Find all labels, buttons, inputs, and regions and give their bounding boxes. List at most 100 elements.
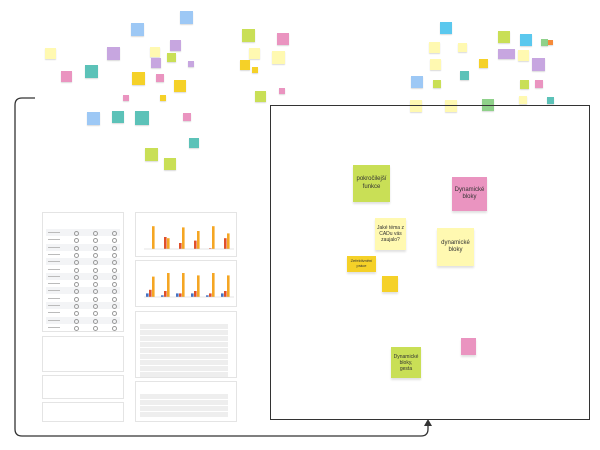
sticky-note[interactable] [252, 67, 258, 73]
sticky-note[interactable] [156, 74, 164, 82]
radio-button[interactable] [74, 325, 79, 331]
radio-button[interactable] [74, 289, 79, 295]
radio-button[interactable] [112, 325, 117, 331]
sticky-note[interactable] [458, 43, 467, 52]
sticky-note[interactable] [164, 158, 176, 170]
radio-button[interactable] [112, 304, 117, 309]
sticky-note-zefektivneni-prace[interactable]: Zefektivnění práce [347, 256, 376, 272]
radio-button[interactable] [112, 245, 117, 251]
sticky-note[interactable] [430, 59, 441, 70]
sticky-note[interactable] [541, 39, 548, 46]
sticky-note[interactable] [174, 80, 186, 92]
sticky-note[interactable] [429, 42, 440, 53]
radio-button[interactable] [74, 245, 79, 251]
sticky-note[interactable] [135, 111, 149, 125]
sticky-note-dynamicke-bloky-pink[interactable]: Dynamické bloky [452, 177, 487, 211]
sticky-note[interactable] [520, 80, 529, 89]
sticky-note[interactable] [411, 76, 423, 88]
sticky-note[interactable] [519, 96, 527, 104]
sticky-note[interactable] [547, 97, 554, 104]
radio-button[interactable] [112, 289, 117, 295]
radio-button[interactable] [74, 318, 79, 324]
radio-button[interactable] [74, 260, 79, 266]
sticky-note[interactable] [498, 49, 515, 59]
radio-button[interactable] [93, 325, 98, 331]
sticky-note[interactable] [518, 50, 529, 61]
sticky-note[interactable] [272, 51, 285, 64]
sticky-note-dynamicke-bloky-gesta[interactable]: Dynamické bloky, gesta [391, 347, 421, 378]
radio-button[interactable] [93, 245, 98, 251]
sticky-note[interactable] [183, 113, 191, 121]
sticky-note[interactable] [151, 58, 161, 68]
sticky-note[interactable] [61, 71, 72, 82]
sticky-note[interactable] [167, 53, 176, 62]
sticky-note[interactable] [277, 33, 289, 45]
radio-button[interactable] [74, 304, 79, 309]
radio-button[interactable] [74, 252, 79, 258]
radio-button[interactable] [74, 238, 79, 244]
radio-button[interactable] [112, 274, 117, 280]
sticky-note[interactable] [189, 138, 199, 148]
sticky-note[interactable] [242, 29, 255, 42]
radio-button[interactable] [112, 282, 117, 288]
radio-button[interactable] [74, 267, 79, 273]
sticky-note[interactable] [440, 22, 452, 34]
sticky-note[interactable] [131, 23, 144, 36]
sticky-note-dynamicke-bloky-yellow[interactable]: dynamické bloky [437, 228, 474, 266]
radio-button[interactable] [112, 252, 117, 258]
sticky-note[interactable] [45, 48, 56, 59]
sticky-note[interactable] [112, 111, 124, 123]
sticky-note-question[interactable]: Jaké téma z CADu vás zaujalo? [375, 218, 406, 250]
sticky-note[interactable] [123, 95, 129, 101]
sticky-note[interactable] [188, 61, 194, 67]
sticky-note[interactable] [132, 72, 145, 85]
radio-button[interactable] [112, 231, 117, 236]
sticky-note[interactable] [433, 80, 441, 88]
radio-button[interactable] [93, 252, 98, 258]
radio-button[interactable] [93, 318, 98, 324]
sticky-note[interactable] [145, 148, 158, 161]
sticky-note[interactable] [150, 47, 160, 57]
sticky-note[interactable] [249, 48, 260, 59]
radio-button[interactable] [74, 296, 79, 302]
sticky-note[interactable] [548, 40, 553, 45]
radio-button[interactable] [74, 311, 79, 317]
sticky-note[interactable] [460, 71, 469, 80]
radio-button[interactable] [93, 289, 98, 295]
radio-button[interactable] [74, 274, 79, 280]
radio-button[interactable] [93, 238, 98, 244]
board-frame[interactable] [270, 105, 590, 420]
radio-button[interactable] [93, 304, 98, 309]
sticky-note[interactable] [520, 34, 532, 46]
radio-button[interactable] [93, 274, 98, 280]
radio-button[interactable] [74, 231, 79, 236]
radio-button[interactable] [93, 282, 98, 288]
sticky-note[interactable] [170, 40, 181, 51]
sticky-note[interactable] [107, 47, 120, 60]
sticky-note-pokrocilejsi-funkce[interactable]: pokročilejší funkce [353, 165, 390, 202]
sticky-note[interactable] [85, 65, 98, 78]
radio-button[interactable] [93, 267, 98, 273]
radio-button[interactable] [93, 231, 98, 236]
sticky-note[interactable] [180, 11, 193, 24]
radio-button[interactable] [93, 296, 98, 302]
radio-button[interactable] [112, 296, 117, 302]
sticky-note-small-pink[interactable] [461, 338, 476, 355]
sticky-note[interactable] [410, 100, 422, 112]
sticky-note[interactable] [535, 80, 543, 88]
radio-button[interactable] [112, 267, 117, 273]
sticky-note-small-yellow[interactable] [382, 276, 398, 292]
sticky-note[interactable] [498, 31, 510, 43]
sticky-note[interactable] [87, 112, 100, 125]
radio-button[interactable] [74, 282, 79, 288]
radio-button[interactable] [112, 318, 117, 324]
radio-button[interactable] [93, 260, 98, 266]
sticky-note[interactable] [160, 95, 166, 101]
radio-button[interactable] [112, 238, 117, 244]
radio-button[interactable] [93, 311, 98, 317]
sticky-note[interactable] [279, 88, 285, 94]
radio-button[interactable] [112, 260, 117, 266]
sticky-note[interactable] [240, 60, 250, 70]
sticky-note[interactable] [445, 100, 457, 112]
